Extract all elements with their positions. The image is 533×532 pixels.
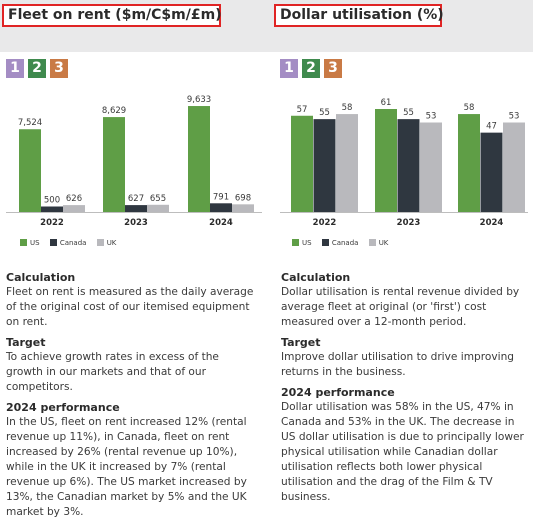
data-label-canada-2024: 791	[213, 192, 229, 202]
data-label-canada-2024: 47	[486, 122, 497, 132]
x-tick-label-2024: 2024	[480, 218, 504, 228]
right-calculation-text: Dollar utilisation is rental revenue div…	[281, 286, 520, 328]
bar-uk-2023	[147, 204, 169, 212]
data-label-us-2023: 8,629	[102, 106, 126, 116]
data-label-uk-2023: 655	[150, 194, 166, 204]
bar-us-2022	[19, 129, 41, 212]
legend-label-uk: UK	[106, 239, 117, 247]
x-tick-label-2022: 2022	[313, 218, 337, 228]
badge-3: 3	[324, 59, 342, 78]
legend-label-us: US	[30, 239, 40, 247]
data-label-canada-2023: 627	[128, 194, 144, 204]
left-target-heading: Target	[6, 336, 46, 349]
data-label-uk-2024: 698	[235, 193, 251, 203]
legend-uk: UK	[368, 239, 389, 247]
badge-2: 2	[28, 59, 46, 78]
bar-uk-2022	[63, 205, 85, 212]
dollar-utilisation-chart: 57 55 58 2022 61 55 53 2023 58 47 53 2024	[280, 98, 528, 228]
right-chart-title: Dollar utilisation (%)	[274, 4, 444, 27]
data-label-canada-2022: 55	[319, 108, 330, 118]
left-target-text: To achieve growth rates in excess of the…	[6, 351, 219, 393]
bar-canada-2023	[125, 205, 147, 212]
legend-swatch-canada	[321, 239, 329, 246]
left-text-column: Calculation Fleet on rent is measured as…	[6, 270, 256, 525]
legend-swatch-canada	[49, 239, 57, 246]
legend-uk: UK	[96, 239, 117, 247]
bar-us-2024	[458, 114, 480, 212]
data-label-us-2024: 58	[464, 103, 475, 113]
data-label-uk-2022: 626	[66, 194, 82, 204]
left-performance-text: In the US, fleet on rent increased 12% (…	[6, 416, 247, 518]
badge-1: 1	[280, 59, 298, 78]
legend-label-uk: UK	[378, 239, 389, 247]
bar-us-2022	[291, 115, 313, 212]
data-label-canada-2022: 500	[44, 196, 60, 206]
legend-us: US	[20, 239, 40, 247]
data-label-uk-2023: 53	[426, 112, 437, 122]
legend-swatch-uk	[368, 239, 376, 246]
bar-us-2023	[103, 117, 125, 212]
data-label-uk-2024: 53	[509, 112, 520, 122]
left-legend: US Canada UK	[20, 239, 124, 247]
legend-swatch-us	[20, 239, 27, 246]
bar-uk-2022	[336, 114, 358, 212]
x-tick-label-2022: 2022	[40, 218, 64, 228]
right-text-column: Calculation Dollar utilisation is rental…	[281, 270, 531, 510]
data-label-us-2022: 57	[297, 105, 308, 115]
bar-canada-2022	[313, 119, 336, 212]
legend-swatch-us	[292, 239, 299, 246]
badge-2: 2	[302, 59, 320, 78]
legend-label-canada: Canada	[59, 239, 87, 247]
legend-canada: Canada	[49, 239, 87, 247]
bar-canada-2024	[480, 132, 503, 212]
data-label-us-2022: 7,524	[18, 118, 42, 128]
bar-canada-2022	[41, 206, 63, 212]
badge-1: 1	[6, 59, 24, 78]
right-target-text: Improve dollar utilisation to drive impr…	[281, 351, 515, 378]
data-label-uk-2022: 58	[342, 103, 353, 113]
right-legend: US Canada UK	[292, 239, 396, 247]
right-calculation-heading: Calculation	[281, 271, 351, 284]
bar-uk-2024	[232, 204, 254, 212]
bar-us-2023	[375, 109, 397, 212]
bar-canada-2024	[210, 203, 232, 212]
right-performance-text: Dollar utilisation was 58% in the US, 47…	[281, 401, 524, 503]
left-performance-heading: 2024 performance	[6, 401, 120, 414]
legend-us: US	[292, 239, 312, 247]
data-label-us-2023: 61	[381, 98, 392, 108]
legend-label-us: US	[302, 239, 312, 247]
left-calculation-heading: Calculation	[6, 271, 76, 284]
legend-label-canada: Canada	[331, 239, 359, 247]
left-calculation-text: Fleet on rent is measured as the daily a…	[6, 286, 254, 328]
x-tick-label-2024: 2024	[209, 218, 233, 228]
legend-swatch-uk	[96, 239, 104, 246]
legend-canada: Canada	[321, 239, 359, 247]
bar-uk-2024	[503, 122, 525, 212]
x-tick-label-2023: 2023	[397, 218, 421, 228]
bar-canada-2023	[397, 119, 420, 212]
data-label-canada-2023: 55	[403, 108, 414, 118]
data-label-us-2024: 9,633	[187, 95, 211, 105]
x-tick-label-2023: 2023	[124, 218, 148, 228]
left-chart-title: Fleet on rent ($m/C$m/£m)	[2, 4, 222, 27]
bar-us-2024	[188, 106, 210, 212]
right-target-heading: Target	[281, 336, 321, 349]
right-performance-heading: 2024 performance	[281, 386, 395, 399]
badge-3: 3	[50, 59, 68, 78]
bar-uk-2023	[420, 122, 442, 212]
